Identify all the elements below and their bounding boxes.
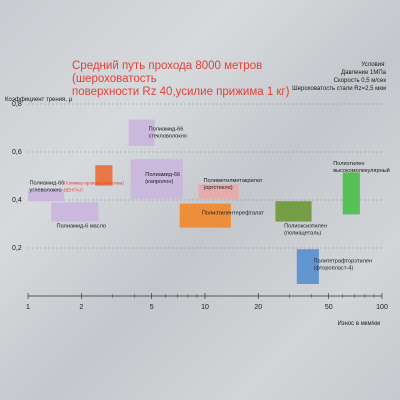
chart-title-line: поверхности Rz 40,усилие прижима 1 кг) (72, 86, 290, 98)
material-label: Полиметилметакрилат (203, 178, 262, 184)
material-label: (фторопласт-4) (313, 265, 353, 271)
material-label: Полиэтилентерефталат (202, 210, 264, 216)
material-box (342, 172, 360, 215)
x-tick-label: 2 (79, 304, 83, 311)
material-label: (полиацеталь) (284, 231, 321, 237)
material-label: ВЕНПАЛ (64, 187, 83, 192)
material-box (28, 189, 65, 202)
test-conditions: Условия: Давление 1МПа Скорость 0,5 м/се… (266, 61, 386, 93)
x-tick-label: 10 (201, 304, 209, 311)
x-tick-label: 5 (150, 304, 154, 311)
material-label: (оргстекло) (203, 185, 232, 191)
material-label: Полиоксиэтилен (284, 224, 327, 230)
material-box (296, 249, 319, 284)
material-box (95, 165, 113, 186)
y-tick-label: 0,8 (12, 101, 22, 108)
material-box (51, 202, 99, 222)
material-label: Политетрафторэтилен (313, 258, 372, 264)
conditions-line: Шероховатость стали Rz=2,5 мкм (292, 86, 386, 92)
chart-title-line: Средний путь прохода 8000 метров (шерохо… (72, 60, 263, 85)
material-box (198, 184, 239, 199)
material-label: углеволокно (30, 187, 62, 193)
x-tick-label: 1 (26, 304, 30, 311)
x-tick-label: 50 (325, 304, 333, 311)
material-label: Полиамид-66 (30, 180, 65, 186)
material-label: стекловолокно (149, 133, 187, 139)
material-label: высокомолекулярный (333, 167, 390, 174)
conditions-line: Скорость 0,5 м/сек (333, 78, 386, 84)
material-label: Полиэтилен (333, 161, 364, 167)
chart-title: Средний путь прохода 8000 метров (шерохо… (72, 60, 342, 99)
material-label: Полиамид-6 масло (57, 224, 106, 230)
y-tick-label: 0,6 (12, 149, 22, 156)
y-tick-label: 0,4 (12, 197, 22, 204)
material-label: Полиамид-66 (145, 172, 180, 178)
material-label: (капролон) (145, 179, 173, 185)
x-tick-label: 20 (254, 304, 262, 311)
material-label: Полимер-произв.(синтетика) (64, 180, 124, 185)
material-label: Полиамид-66 (149, 126, 184, 132)
y-axis-label: Коэффициент трения, μ (5, 97, 73, 103)
material-box (130, 159, 183, 199)
x-tick-label: 100 (376, 304, 388, 311)
conditions-line: Давление 1МПа (341, 70, 386, 76)
y-tick-label: 0,2 (12, 245, 22, 252)
material-box (128, 119, 155, 146)
conditions-line: Условия: (361, 62, 386, 68)
x-axis-label: Износ в мкм/км (337, 321, 380, 327)
material-box (179, 203, 231, 228)
material-box (275, 201, 312, 222)
